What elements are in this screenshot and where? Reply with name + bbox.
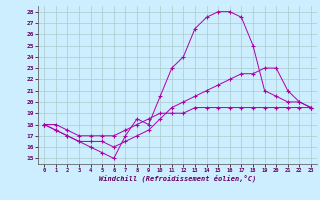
X-axis label: Windchill (Refroidissement éolien,°C): Windchill (Refroidissement éolien,°C) [99, 175, 256, 182]
